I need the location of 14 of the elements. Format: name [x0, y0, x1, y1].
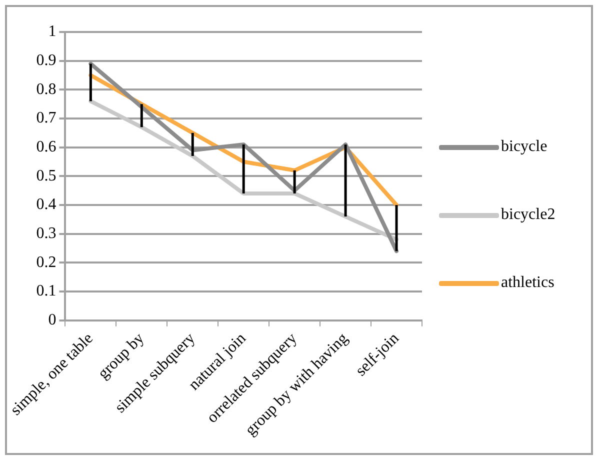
legend-label: athletics [501, 274, 554, 292]
y-tick-label: 0.6 [36, 138, 56, 156]
y-tick-label: 0 [48, 312, 56, 329]
y-tick-label: 0.3 [36, 225, 56, 242]
legend-label: bicycle [501, 138, 548, 156]
y-tick-label: 0.4 [36, 196, 56, 214]
legend-label: bicycle2 [501, 206, 556, 224]
y-tick-label: 1 [48, 23, 56, 40]
y-tick-label: 0.5 [36, 167, 56, 184]
y-tick-label: 0.2 [36, 254, 56, 271]
y-tick-label: 0.7 [36, 110, 56, 127]
y-tick-label: 0.8 [36, 80, 56, 98]
y-tick-label: 0.1 [36, 282, 56, 300]
y-tick-label: 0.9 [36, 52, 56, 70]
